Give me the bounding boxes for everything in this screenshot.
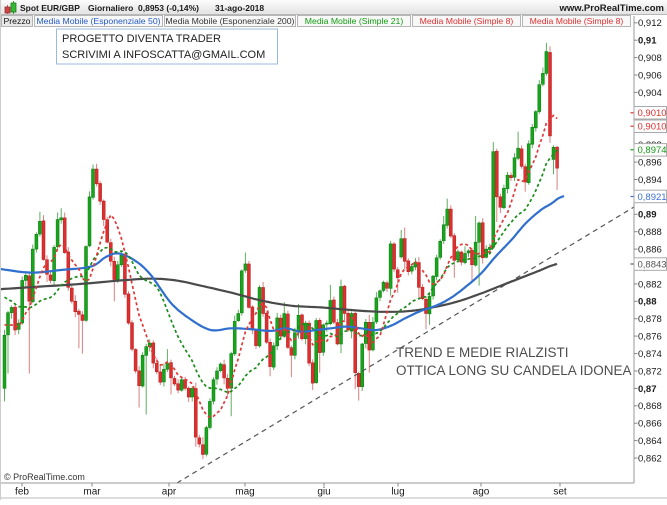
svg-text:0,868: 0,868 (638, 401, 662, 412)
svg-text:OTTICA LONG SU CANDELA IDONEA: OTTICA LONG SU CANDELA IDONEA (396, 363, 632, 378)
svg-text:0,886: 0,886 (638, 245, 662, 256)
svg-text:mag: mag (235, 487, 254, 498)
svg-text:ago: ago (473, 487, 490, 498)
svg-text:lug: lug (391, 487, 404, 498)
svg-text:0,89: 0,89 (638, 210, 657, 221)
svg-text:giu: giu (317, 487, 330, 498)
svg-text:0,88: 0,88 (638, 297, 657, 308)
svg-text:0,8921: 0,8921 (638, 192, 667, 203)
svg-text:0,908: 0,908 (638, 53, 662, 64)
svg-text:0,882: 0,882 (638, 279, 662, 290)
svg-text:set: set (553, 487, 567, 498)
svg-text:0,906: 0,906 (638, 70, 662, 81)
svg-text:0,888: 0,888 (638, 227, 662, 238)
svg-text:PROGETTO DIVENTA TRADER: PROGETTO DIVENTA TRADER (62, 33, 221, 45)
svg-text:0,874: 0,874 (638, 349, 662, 360)
svg-text:0,8974: 0,8974 (638, 145, 667, 156)
svg-text:0,896: 0,896 (638, 158, 662, 169)
svg-text:0,878: 0,878 (638, 314, 662, 325)
svg-text:© ProRealTime.com: © ProRealTime.com (4, 472, 85, 482)
svg-text:0,876: 0,876 (638, 332, 662, 343)
svg-text:0,866: 0,866 (638, 419, 662, 430)
svg-text:mar: mar (83, 487, 101, 498)
svg-text:0,8843: 0,8843 (638, 259, 667, 270)
svg-text:0,9010: 0,9010 (638, 122, 667, 133)
svg-text:0,862: 0,862 (638, 453, 662, 464)
svg-text:TREND E MEDIE RIALZISTI: TREND E MEDIE RIALZISTI (396, 345, 569, 360)
svg-text:0,864: 0,864 (638, 436, 662, 447)
svg-text:feb: feb (15, 487, 29, 498)
svg-text:0,872: 0,872 (638, 366, 662, 377)
svg-text:0,91: 0,91 (638, 36, 657, 47)
svg-text:0,912: 0,912 (638, 18, 662, 29)
svg-text:0,9010: 0,9010 (638, 108, 667, 119)
svg-text:SCRIVIMI A INFOSCATTA@GMAIL.CO: SCRIVIMI A INFOSCATTA@GMAIL.COM (62, 49, 265, 61)
svg-text:0,87: 0,87 (638, 384, 657, 395)
svg-text:0,904: 0,904 (638, 88, 662, 99)
svg-text:apr: apr (162, 487, 177, 498)
svg-text:0,894: 0,894 (638, 175, 662, 186)
